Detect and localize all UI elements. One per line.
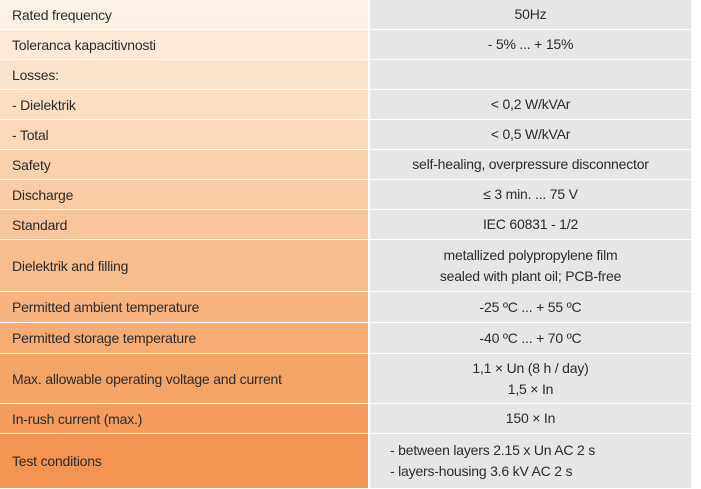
value-line: - 5% ... + 15% bbox=[487, 36, 574, 52]
value-line: 50Hz bbox=[514, 6, 547, 22]
value-line: 1,5 × In bbox=[507, 380, 554, 397]
row-label: Dielektrik and filling bbox=[0, 240, 368, 291]
table-row: Dielektrik and filling metallized polypro… bbox=[0, 240, 701, 292]
table-row: Test conditions - between layers 2.15 x U… bbox=[0, 434, 701, 489]
row-edge bbox=[691, 292, 701, 322]
row-edge bbox=[691, 0, 701, 29]
row-value: metallized polypropylene film sealed with… bbox=[370, 240, 691, 291]
value-line: self-healing, overpressure disconnector bbox=[412, 156, 649, 172]
row-label: Safety bbox=[0, 150, 368, 179]
table-row: Losses: bbox=[0, 60, 701, 90]
row-edge bbox=[691, 323, 701, 353]
row-value bbox=[370, 60, 691, 89]
value-line: sealed with plant oil; PCB-free bbox=[439, 267, 622, 284]
row-edge bbox=[691, 180, 701, 209]
table-row: Max. allowable operating voltage and cur… bbox=[0, 354, 701, 404]
row-edge bbox=[691, 60, 701, 89]
value-line: < 0,5 W/kVAr bbox=[490, 126, 571, 142]
row-value: < 0,2 W/kVAr bbox=[370, 90, 691, 119]
value-line: 150 × In bbox=[505, 410, 556, 426]
row-value: self-healing, overpressure disconnector bbox=[370, 150, 691, 179]
table-row: - Total < 0,5 W/kVAr bbox=[0, 120, 701, 150]
row-value: IEC 60831 - 1/2 bbox=[370, 210, 691, 239]
row-edge bbox=[691, 150, 701, 179]
table-row: Safety self-healing, overpressure disconn… bbox=[0, 150, 701, 180]
row-value: 50Hz bbox=[370, 0, 691, 29]
row-label: - Dielektrik bbox=[0, 90, 368, 119]
table-row: In-rush current (max.) 150 × In bbox=[0, 404, 701, 434]
table-row: Permitted ambient temperature -25 ºC ... … bbox=[0, 292, 701, 323]
row-value: - 5% ... + 15% bbox=[370, 30, 691, 59]
row-label: Standard bbox=[0, 210, 368, 239]
row-label: Discharge bbox=[0, 180, 368, 209]
row-label: Toleranca kapacitivnosti bbox=[0, 30, 368, 59]
row-value: -25 ºC ... + 55 ºC bbox=[370, 292, 691, 322]
row-value: < 0,5 W/kVAr bbox=[370, 120, 691, 149]
row-edge bbox=[691, 354, 701, 403]
row-label: Test conditions bbox=[0, 434, 368, 488]
row-label: - Total bbox=[0, 120, 368, 149]
row-label: Rated frequency bbox=[0, 0, 368, 29]
value-line: < 0,2 W/kVAr bbox=[490, 96, 571, 112]
row-edge bbox=[691, 434, 701, 488]
value-line: metallized polypropylene film bbox=[443, 246, 618, 263]
row-value: -40 ºC ... + 70 ºC bbox=[370, 323, 691, 353]
table-row: Discharge ≤ 3 min. ... 75 V bbox=[0, 180, 701, 210]
row-value: 150 × In bbox=[370, 404, 691, 433]
row-label: Max. allowable operating voltage and cur… bbox=[0, 354, 368, 403]
row-edge bbox=[691, 404, 701, 433]
table-row: Toleranca kapacitivnosti - 5% ... + 15% bbox=[0, 30, 701, 60]
row-edge bbox=[691, 90, 701, 119]
value-line: -25 ºC ... + 55 ºC bbox=[479, 298, 582, 315]
value-line: - layers-housing 3.6 kV AC 2 s bbox=[390, 463, 573, 479]
row-label: In-rush current (max.) bbox=[0, 404, 368, 433]
row-edge bbox=[691, 240, 701, 291]
table-row: Standard IEC 60831 - 1/2 bbox=[0, 210, 701, 240]
table-row: Permitted storage temperature -40 ºC ... … bbox=[0, 323, 701, 354]
row-label: Permitted ambient temperature bbox=[0, 292, 368, 322]
table-row: Rated frequency 50Hz bbox=[0, 0, 701, 30]
row-edge bbox=[691, 120, 701, 149]
row-value: ≤ 3 min. ... 75 V bbox=[370, 180, 691, 209]
value-line: -40 ºC ... + 70 ºC bbox=[479, 329, 582, 346]
row-edge bbox=[691, 210, 701, 239]
value-line: - between layers 2.15 x Un AC 2 s bbox=[390, 442, 596, 458]
value-line: ≤ 3 min. ... 75 V bbox=[483, 186, 578, 202]
row-edge bbox=[691, 30, 701, 59]
row-label: Losses: bbox=[0, 60, 368, 89]
row-label: Permitted storage temperature bbox=[0, 323, 368, 353]
table-row: - Dielektrik < 0,2 W/kVAr bbox=[0, 90, 701, 120]
value-line: IEC 60831 - 1/2 bbox=[482, 216, 579, 232]
value-line: 1,1 × Un (8 h / day) bbox=[472, 359, 589, 376]
row-value: - between layers 2.15 x Un AC 2 s - layer… bbox=[370, 434, 691, 488]
row-value: 1,1 × Un (8 h / day) 1,5 × In bbox=[370, 354, 691, 403]
